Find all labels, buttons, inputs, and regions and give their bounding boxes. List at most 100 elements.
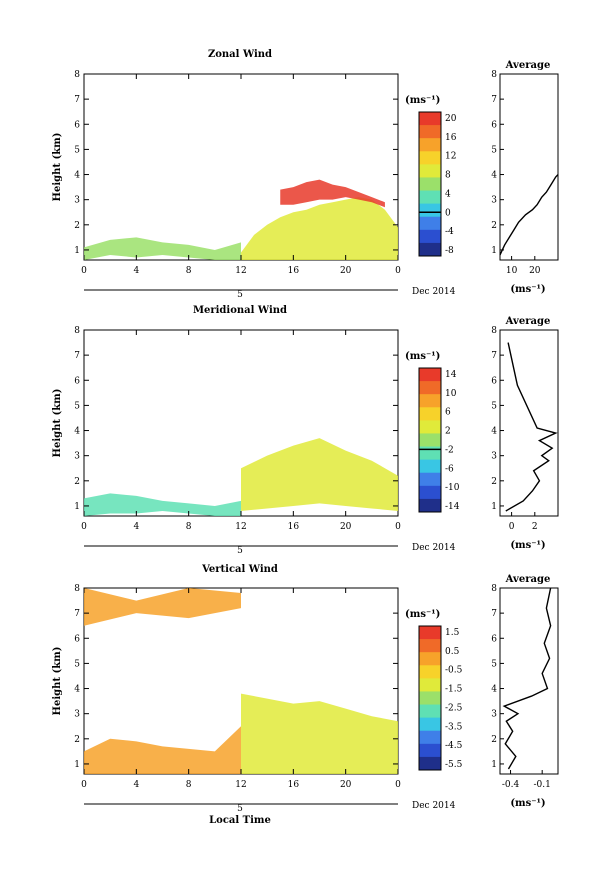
colorbar-frame (418, 367, 442, 513)
average-line (499, 174, 559, 256)
y-tick-label: 1 (491, 502, 497, 512)
colorbar-tick-label: -14 (445, 502, 460, 512)
colorbar-frame (418, 625, 442, 771)
y-tick-label: 8 (491, 70, 497, 80)
colorbar: 1.5 0.5 -0.5 -1.5 -2.5 -3.5 -4.5 -5.5 (418, 625, 463, 771)
colorbar-segment (419, 433, 441, 448)
y-tick-label: 1 (74, 246, 80, 256)
average-xlabel: (ms⁻¹) (510, 540, 545, 551)
y-tick-label: 3 (491, 196, 497, 206)
colorbar-segment (419, 112, 441, 126)
x-tick-label: 20 (340, 266, 352, 276)
x-tick-label: 0 (395, 266, 401, 276)
x-axis: 0 4 8 12 16 20 0 (81, 588, 401, 790)
x-tick-label: 0 (509, 522, 515, 532)
colorbar-tick-label: -8 (445, 246, 454, 256)
wind-region (241, 693, 398, 774)
x-axis: 0 4 8 12 16 20 0 (81, 330, 401, 532)
colorbar-tick-label: 12 (445, 152, 456, 162)
y-tick-label: 2 (491, 477, 497, 487)
average-xlabel: (ms⁻¹) (510, 798, 545, 809)
y-tick-label: 3 (74, 452, 80, 462)
colorbar-segment (419, 125, 441, 139)
y-tick-label: 4 (74, 685, 80, 695)
colorbar-segment (419, 717, 441, 732)
x-tick-label: 20 (529, 266, 541, 276)
colorbar-segment (419, 665, 441, 679)
y-tick-label: 1 (74, 502, 80, 512)
y-tick-label: 5 (74, 145, 80, 155)
y-tick-label: 7 (491, 351, 497, 361)
y-axis-label: Height (km) (52, 389, 63, 458)
x-tick-label: -0.4 (502, 780, 520, 790)
y-axis: 1 2 3 4 5 6 7 8 (74, 70, 398, 256)
y-tick-label: 5 (491, 145, 497, 155)
y-tick-label: 2 (74, 735, 80, 745)
wind-region (241, 438, 398, 511)
colorbar-tick-label: 1.5 (445, 628, 460, 638)
wind-region (84, 588, 241, 626)
y-tick-label: 2 (491, 221, 497, 231)
x-tick-label: 8 (186, 266, 192, 276)
y-tick-label: 7 (74, 95, 80, 105)
colorbar-segment (419, 203, 441, 218)
y-tick-label: 2 (74, 477, 80, 487)
x-tick-label: 12 (235, 266, 246, 276)
date-day: 5 (237, 290, 243, 300)
heatmap-regions (84, 438, 398, 516)
x-tick-label: 16 (288, 522, 300, 532)
colorbar-tick-label: 0 (445, 208, 451, 218)
y-tick-label: 6 (491, 634, 497, 644)
date-label: Dec 2014 (412, 287, 456, 297)
colorbar-tick-label: 4 (445, 189, 451, 199)
colorbar-segment (419, 639, 441, 653)
x-tick-label: 0 (395, 780, 401, 790)
colorbar-segment (419, 756, 441, 771)
y-tick-label: 7 (74, 351, 80, 361)
y-axis: 1 2 3 4 5 6 7 8 (74, 326, 398, 512)
y-tick-label: 6 (491, 120, 497, 130)
colorbar-tick-label: 8 (445, 171, 451, 181)
wind-region (280, 179, 385, 208)
wind-region (84, 726, 241, 774)
y-tick-label: 8 (74, 584, 80, 594)
wind-region (84, 237, 241, 260)
colorbar-segment (419, 626, 441, 640)
colorbar-segment (419, 691, 441, 706)
x-tick-label: 4 (133, 266, 139, 276)
average-profile: 1 2 3 4 5 6 7 8 10 20 (491, 70, 559, 276)
colorbar-segment (419, 190, 441, 205)
colorbar-segment (419, 498, 441, 513)
date-label: Dec 2014 (412, 801, 456, 811)
x-tick-label: 0 (395, 522, 401, 532)
y-axis-label: Height (km) (52, 647, 63, 716)
x-tick-label: -0.1 (534, 780, 551, 790)
date-day: 5 (237, 804, 243, 814)
y-tick-label: 6 (74, 634, 80, 644)
x-axis-label: Local Time (209, 815, 271, 826)
average-title: Average (505, 60, 551, 71)
colorbar-tick-label: -3.5 (445, 722, 463, 732)
date-label: Dec 2014 (412, 543, 456, 553)
colorbar-segment (419, 652, 441, 666)
y-tick-label: 1 (491, 760, 497, 770)
y-tick-label: 1 (74, 760, 80, 770)
average-frame (499, 587, 559, 775)
colorbar-tick-label: 14 (445, 370, 457, 380)
colorbar-unit: (ms⁻¹) (405, 95, 440, 106)
colorbar-tick-label: -4.5 (445, 741, 463, 751)
colorbar-unit: (ms⁻¹) (405, 351, 440, 362)
average-frame (499, 329, 559, 517)
x-tick-label: 16 (288, 780, 300, 790)
y-tick-label: 3 (491, 710, 497, 720)
average-profile: 1 2 3 4 5 6 7 8 -0.4 -0.1 (491, 584, 552, 790)
x-tick-label: 2 (532, 522, 538, 532)
x-tick-label: 16 (288, 266, 300, 276)
colorbar-segment (419, 229, 441, 244)
colorbar-segment (419, 151, 441, 165)
colorbar-tick-label: -4 (445, 227, 454, 237)
y-tick-label: 1 (491, 246, 497, 256)
